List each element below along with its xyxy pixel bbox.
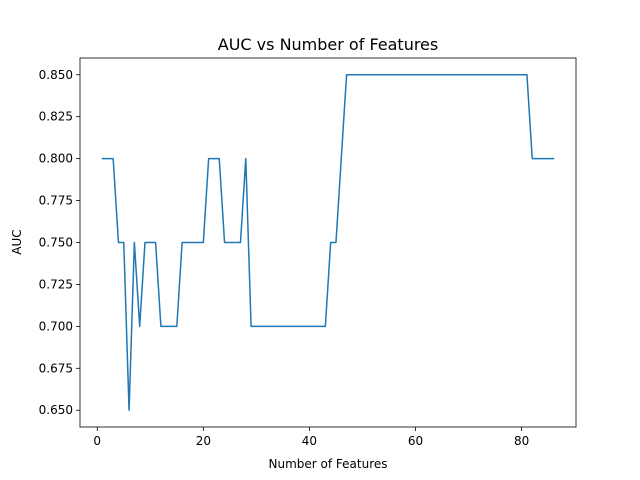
- y-axis-label: AUC: [10, 229, 24, 254]
- x-tick-label: 60: [408, 434, 423, 448]
- x-tick-label: 80: [514, 434, 529, 448]
- x-axis-label: Number of Features: [269, 457, 388, 471]
- y-tick-label: 0.650: [39, 403, 73, 417]
- x-tick-label: 20: [196, 434, 211, 448]
- y-tick-label: 0.750: [39, 236, 73, 250]
- y-tick-label: 0.800: [39, 152, 73, 166]
- y-tick-label: 0.850: [39, 68, 73, 82]
- y-tick-label: 0.725: [39, 277, 73, 291]
- x-tick-label: 40: [302, 434, 317, 448]
- y-tick-label: 0.775: [39, 194, 73, 208]
- x-axis: 0 20 40 60 80: [93, 427, 529, 448]
- x-tick-label: 0: [93, 434, 101, 448]
- y-tick-label: 0.700: [39, 319, 73, 333]
- y-tick-label: 0.675: [39, 361, 73, 375]
- y-axis: 0.650 0.675 0.700 0.725 0.750 0.775 0.800 0.825…: [39, 68, 80, 417]
- chart-title: AUC vs Number of Features: [218, 35, 438, 54]
- series-line-auc: [101, 74, 555, 411]
- y-tick-label: 0.825: [39, 110, 73, 124]
